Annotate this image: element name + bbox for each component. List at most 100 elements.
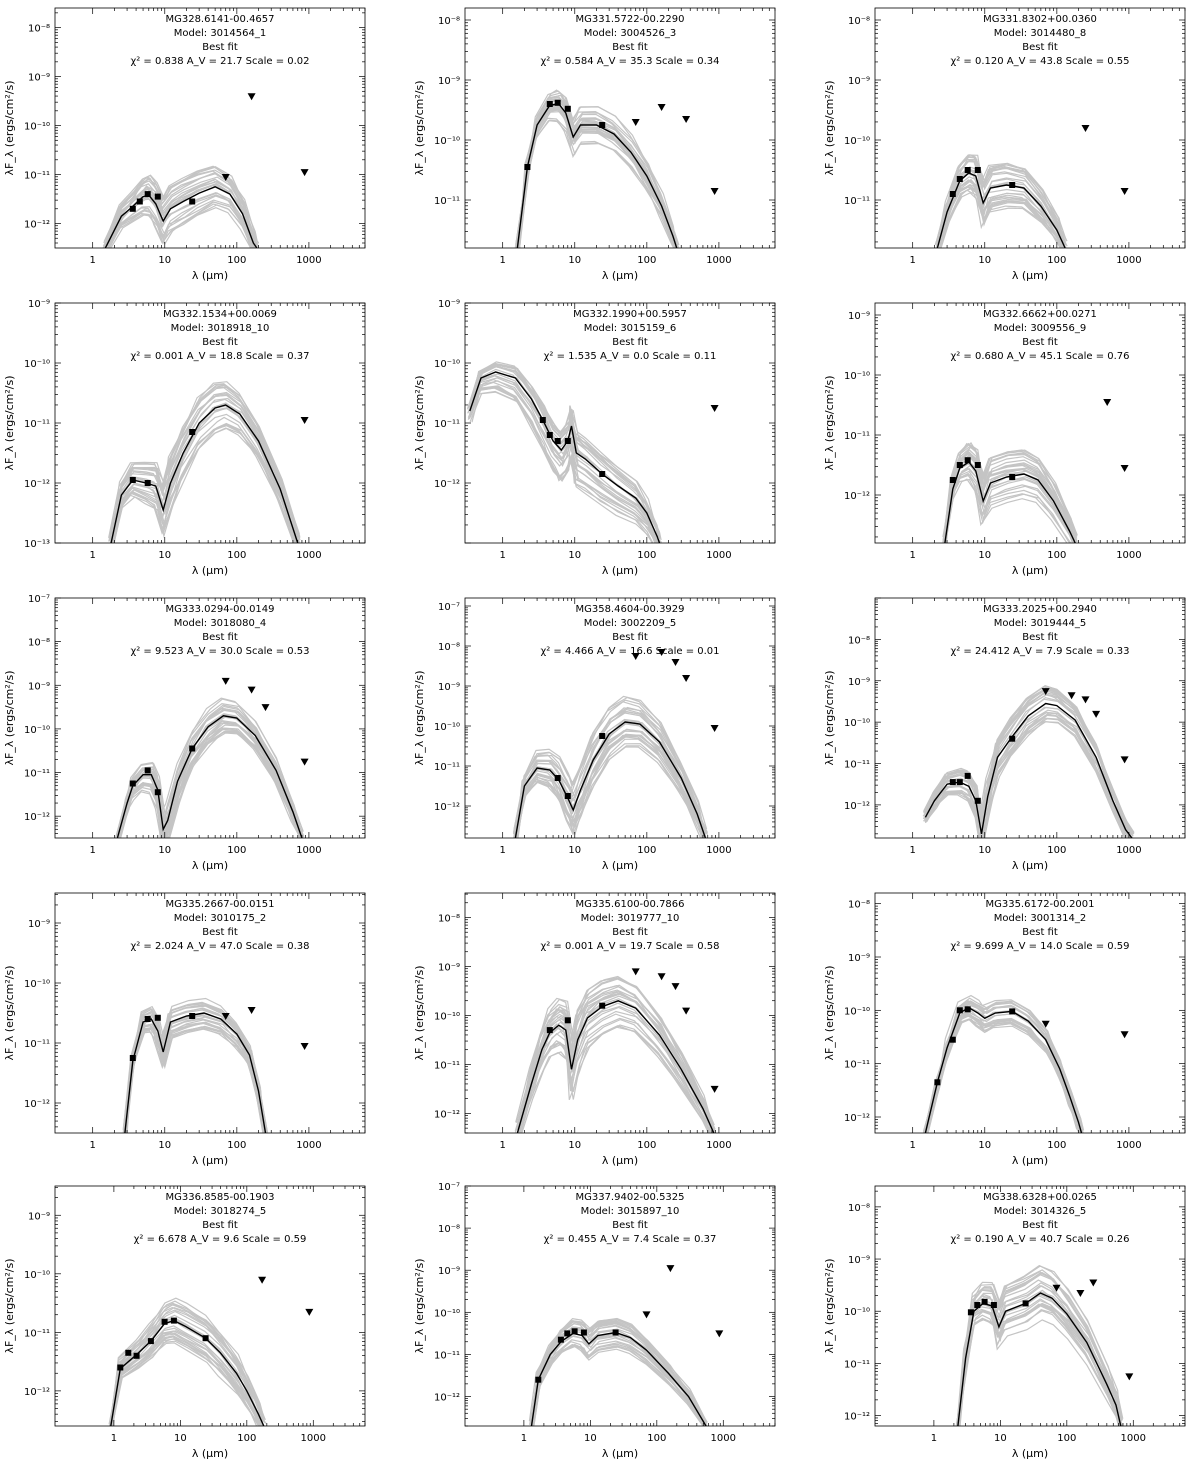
flux-data-point — [990, 1302, 997, 1308]
x-tick-label: 1000 — [1116, 550, 1141, 561]
model-sed-curve — [469, 363, 660, 538]
model-sed-curve — [110, 1304, 265, 1424]
model-sed-curve — [469, 390, 656, 543]
fit-statistics: χ² = 0.001 A_V = 18.8 Scale = 0.37 — [130, 351, 309, 362]
y-tick-label: 10⁻⁹ — [28, 73, 50, 84]
upper-limit-marker — [682, 675, 691, 682]
flux-data-point — [546, 1027, 553, 1034]
model-sed-curve — [516, 117, 677, 248]
model-id: Model: 3014564_1 — [174, 28, 266, 39]
x-tick-label: 100 — [647, 1433, 666, 1444]
x-axis-label: λ (μm) — [602, 859, 638, 872]
flux-data-point — [129, 477, 136, 483]
flux-data-point — [524, 164, 531, 170]
source-name: MG332.6662+00.0271 — [983, 309, 1097, 320]
model-id: Model: 3019777_10 — [581, 913, 680, 924]
fit-label: Best fit — [1022, 632, 1058, 643]
flux-data-point — [967, 1309, 974, 1316]
model-sed-curve — [467, 387, 657, 543]
flux-data-point — [571, 1328, 578, 1335]
x-tick-label: 10 — [158, 255, 171, 266]
flux-data-point — [189, 1013, 196, 1019]
x-axis-label: λ (μm) — [602, 269, 638, 282]
flux-data-point — [564, 1017, 571, 1024]
upper-limit-marker — [710, 405, 719, 412]
model-sed-curve — [109, 416, 295, 543]
x-axis-label: λ (μm) — [192, 564, 228, 577]
y-axis-label: λF_λ (ergs/cm²/s) — [413, 80, 426, 175]
fit-statistics: χ² = 24.412 A_V = 7.9 Scale = 0.33 — [950, 646, 1129, 657]
x-tick-label: 100 — [227, 255, 246, 266]
model-sed-curve — [115, 708, 304, 837]
x-tick-label: 1 — [499, 845, 505, 856]
upper-limit-marker — [715, 1330, 724, 1338]
y-tick-label: 10⁻¹¹ — [434, 1350, 460, 1361]
x-tick-label: 1000 — [706, 255, 731, 266]
fit-statistics: χ² = 0.455 A_V = 7.4 Scale = 0.37 — [544, 1234, 717, 1245]
flux-data-point — [964, 772, 971, 779]
flux-data-point — [964, 1006, 971, 1013]
y-tick-label: 10⁻⁹ — [438, 962, 460, 973]
upper-limit-marker — [710, 188, 719, 195]
x-tick-label: 1 — [521, 1433, 527, 1444]
model-sed-curve — [518, 99, 677, 248]
model-sed-curve — [516, 696, 706, 832]
model-sed-curve — [936, 183, 1066, 248]
model-sed-curve — [943, 478, 1068, 543]
y-tick-label: 10⁻⁸ — [28, 24, 50, 35]
model-id: Model: 3004526_3 — [584, 28, 676, 39]
fit-statistics: χ² = 9.699 A_V = 14.0 Scale = 0.59 — [950, 941, 1129, 952]
best-fit-curve — [516, 103, 678, 248]
model-sed-curve — [113, 424, 296, 543]
model-sed-curve — [105, 176, 256, 246]
model-sed-curve — [111, 1317, 263, 1426]
x-tick-label: 10 — [994, 1433, 1007, 1444]
y-tick-label: 10⁻⁹ — [848, 1255, 870, 1266]
model-sed-curve — [126, 1022, 267, 1133]
sed-panel-11: 1 10 100 1000 10⁻¹² 10⁻¹¹ 10⁻¹⁰ 10⁻⁹ 10⁻⁸ λ (μm) λ… — [413, 892, 776, 1167]
best-fit-curve — [514, 721, 707, 838]
y-tick-label: 10⁻⁸ — [438, 642, 460, 653]
flux-data-point — [1009, 474, 1016, 480]
flux-data-point — [956, 1007, 963, 1014]
flux-data-point — [133, 1352, 140, 1359]
model-sed-curve — [924, 1018, 1081, 1133]
flux-data-point — [546, 432, 553, 438]
y-tick-label: 10⁻¹⁰ — [844, 1006, 870, 1017]
fit-statistics: χ² = 4.466 A_V = 16.6 Scale = 0.01 — [540, 646, 719, 657]
flux-data-point — [154, 1014, 161, 1021]
sed-panel-12: 1 10 100 1000 10⁻¹² 10⁻¹¹ 10⁻¹⁰ 10⁻⁹ 10⁻⁸ λ (μm) λ… — [823, 892, 1186, 1167]
flux-data-point — [144, 191, 151, 198]
plot-frame — [54, 892, 366, 1134]
model-sed-curve — [959, 1302, 1121, 1426]
y-tick-label: 10⁻⁹ — [28, 1211, 50, 1222]
y-axis-label: λF_λ (ergs/cm²/s) — [3, 965, 16, 1060]
x-tick-label: 100 — [1047, 550, 1066, 561]
x-tick-label: 1000 — [1116, 255, 1141, 266]
fit-statistics: χ² = 0.838 A_V = 21.7 Scale = 0.02 — [130, 56, 309, 67]
plot-frame — [874, 1185, 1186, 1427]
x-axis-label: λ (μm) — [192, 1447, 228, 1460]
x-tick-label: 1 — [89, 255, 95, 266]
model-sed-curve — [118, 705, 304, 836]
model-sed-curve — [939, 192, 1063, 248]
x-axis-label: λ (μm) — [1012, 1447, 1048, 1460]
model-sed-curve — [925, 1013, 1082, 1133]
upper-limit-marker — [642, 1311, 651, 1319]
y-tick-label: 10⁻¹² — [24, 220, 50, 231]
y-axis-label: λF_λ (ergs/cm²/s) — [413, 1258, 426, 1353]
fit-label: Best fit — [612, 1220, 648, 1231]
upper-limit-marker — [1041, 1020, 1050, 1028]
upper-limit-marker — [1125, 1373, 1134, 1381]
y-axis-label: λF_λ (ergs/cm²/s) — [823, 1258, 836, 1353]
y-axis-label: λF_λ (ergs/cm²/s) — [413, 670, 426, 765]
x-axis-label: λ (μm) — [602, 564, 638, 577]
sed-panel-8: 1 10 100 1000 10⁻¹² 10⁻¹¹ 10⁻¹⁰ 10⁻⁹ 10⁻⁸ 10⁻⁷ λ (… — [413, 597, 776, 872]
x-tick-label: 1 — [931, 1433, 937, 1444]
flux-data-point — [144, 480, 151, 486]
x-tick-label: 10 — [584, 1433, 597, 1444]
y-tick-label: 10⁻⁹ — [438, 299, 460, 310]
y-axis-label: λF_λ (ergs/cm²/s) — [823, 670, 836, 765]
upper-limit-marker — [247, 93, 256, 101]
source-name: MG336.8585-00.1903 — [165, 1192, 274, 1203]
